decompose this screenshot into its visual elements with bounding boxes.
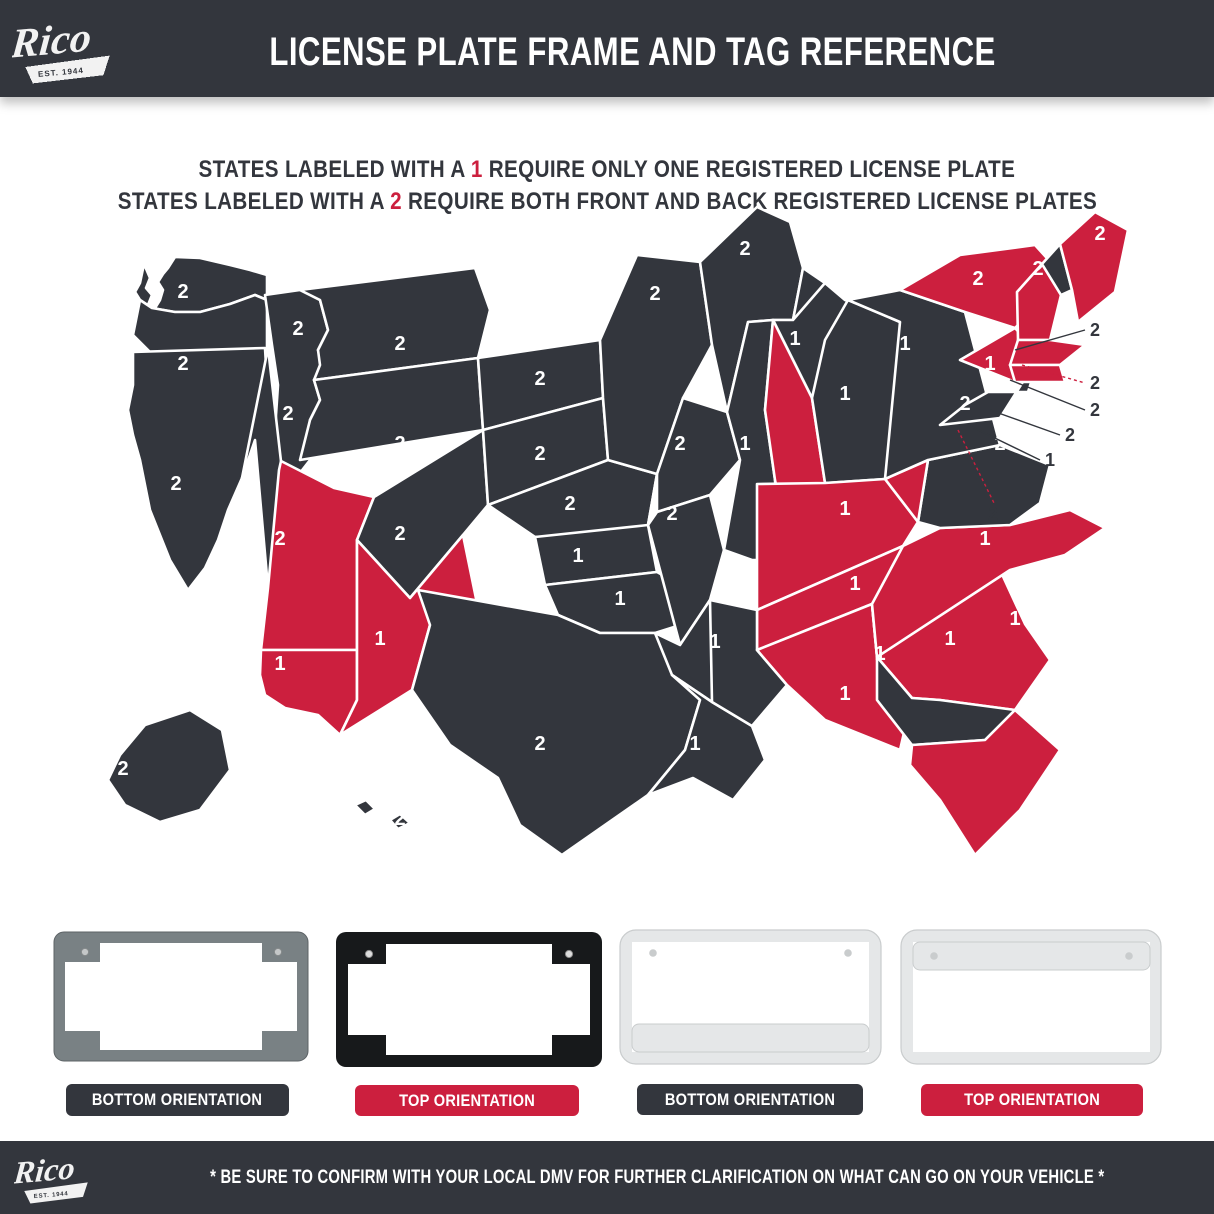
svg-text:Rico: Rico xyxy=(14,1150,77,1191)
